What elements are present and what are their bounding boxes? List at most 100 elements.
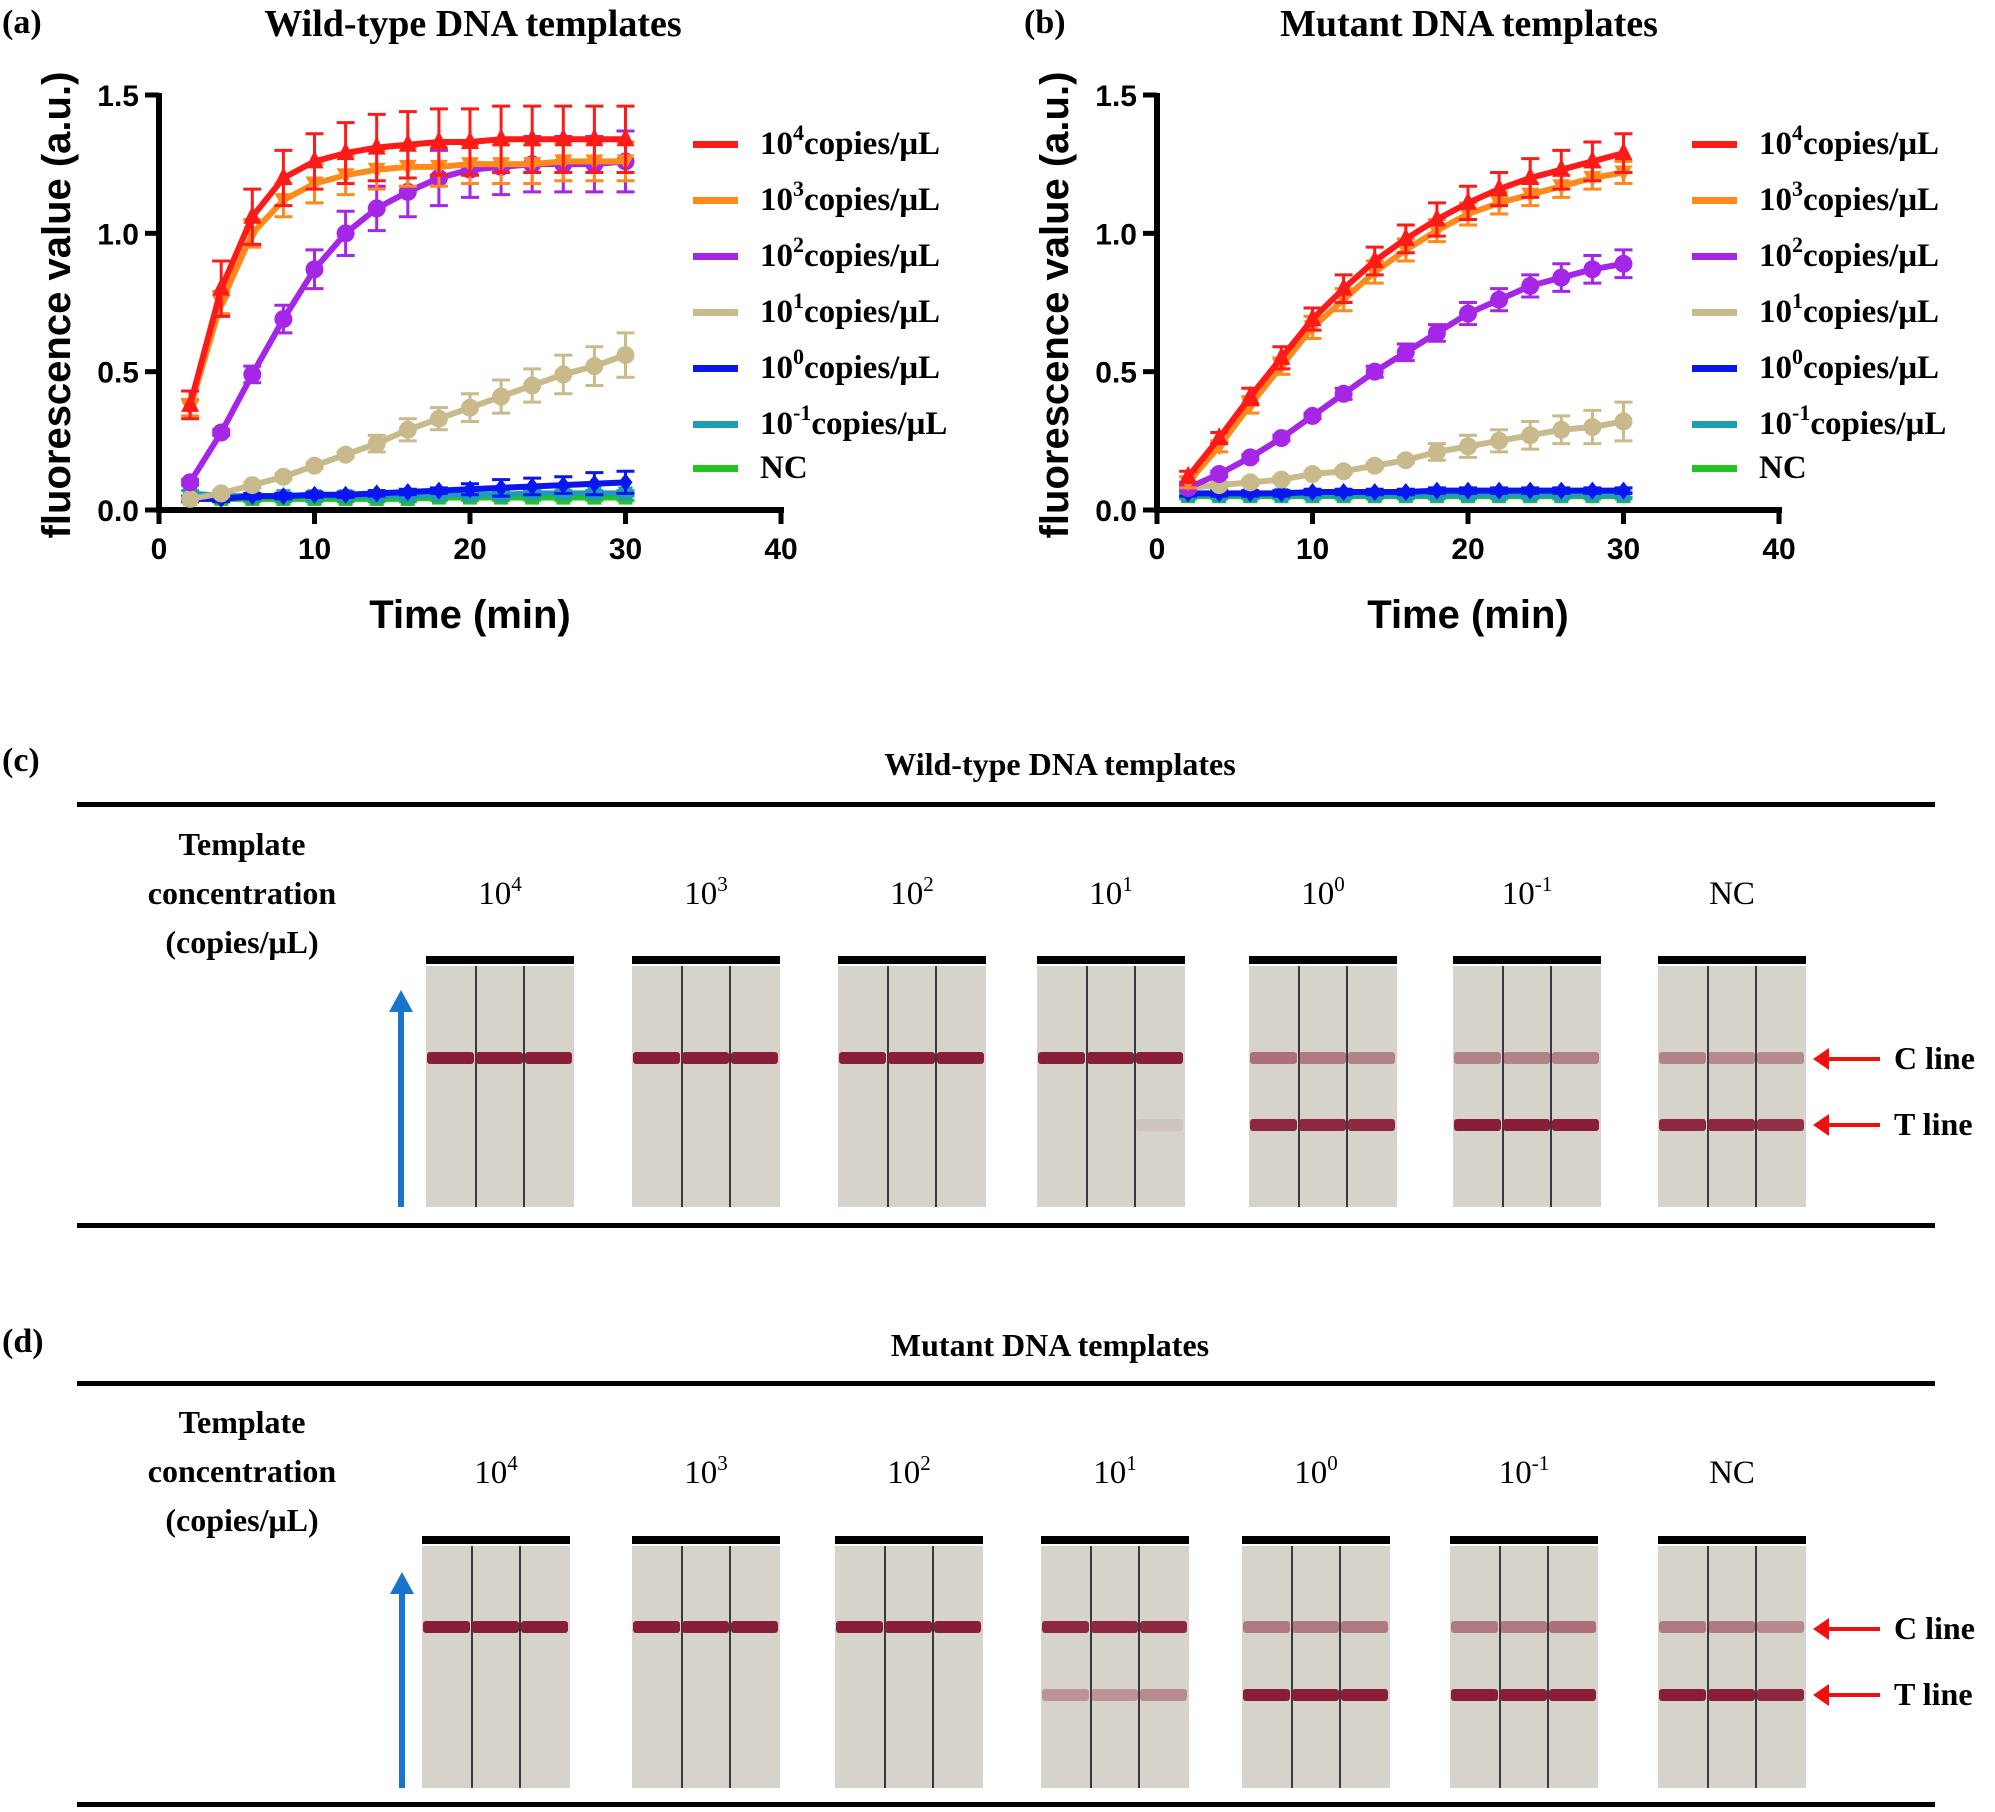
legend-swatch: [693, 308, 738, 316]
c-line-band: [472, 1621, 519, 1633]
c-line-band: [1348, 1052, 1395, 1064]
t-line-band: [1757, 1689, 1804, 1701]
data-point: [554, 128, 573, 147]
data-point: [305, 150, 324, 169]
data-point: [1554, 481, 1569, 500]
data-point: [1583, 418, 1602, 436]
data-point: [1365, 250, 1384, 268]
strip-header-bar: [1658, 956, 1806, 964]
data-point: [1427, 442, 1446, 461]
data-point: [523, 376, 542, 395]
c-line-band: [1503, 1052, 1550, 1064]
data-point: [1334, 462, 1353, 481]
panel-label-c: (c): [2, 742, 40, 779]
strip-header-bar: [422, 1536, 570, 1544]
strip-header-bar: [835, 1536, 983, 1544]
data-point: [1523, 481, 1538, 500]
strip-divider: [1707, 966, 1709, 1207]
c-line-band: [1454, 1052, 1501, 1064]
data-point: [181, 393, 200, 412]
data-point: [276, 487, 291, 506]
legend-item: 102copies/μL: [693, 231, 941, 276]
data-point: [1210, 465, 1229, 484]
strip-divider: [729, 966, 731, 1207]
legend-swatch: [693, 140, 738, 148]
strip-divider: [1707, 1546, 1709, 1788]
t-line-annotation: T line: [1813, 1106, 1973, 1143]
t-line-band: [1299, 1119, 1346, 1131]
t-line-band: [1136, 1119, 1183, 1131]
data-point: [1490, 290, 1509, 309]
legend-label: 104copies/μL: [1759, 119, 1940, 162]
t-line-band: [1348, 1119, 1395, 1131]
legend-item: 101copies/μL: [1692, 289, 1939, 332]
t-line-band: [1091, 1689, 1138, 1701]
data-point: [1552, 268, 1571, 287]
data-point: [1367, 483, 1382, 502]
data-point: [1396, 343, 1415, 362]
legend-swatch: [693, 364, 738, 372]
data-point: [398, 420, 417, 439]
test-strip-group: [632, 956, 780, 1207]
series-4: [181, 469, 635, 508]
flow-direction-arrow-icon: [390, 1572, 414, 1788]
data-point: [1521, 426, 1540, 445]
strip-header-bar: [632, 1536, 780, 1544]
t-line-band: [1659, 1689, 1706, 1701]
c-line-band: [1341, 1621, 1388, 1633]
strip-divider: [1291, 1546, 1293, 1788]
y-tick-label: 1.0: [1095, 218, 1137, 251]
divider-bottom-c: [77, 1223, 1935, 1228]
data-point: [1365, 362, 1384, 381]
c-line-band: [633, 1621, 680, 1633]
data-point: [243, 365, 262, 384]
legend-item: 103copies/μL: [693, 175, 941, 220]
strip-header-bar: [426, 956, 574, 964]
c-line-label: C line: [1894, 1040, 1975, 1076]
c-line-band: [1757, 1621, 1804, 1633]
c-line-band: [1549, 1621, 1596, 1633]
test-strip-group: [1658, 1536, 1806, 1788]
c-line-band: [476, 1052, 523, 1064]
strip-divider: [1086, 966, 1088, 1207]
strip-divider: [1346, 966, 1348, 1207]
c-line-band: [1299, 1052, 1346, 1064]
data-point: [1274, 484, 1289, 503]
test-strip-group: [1249, 956, 1397, 1207]
chart-title-b: Mutant DNA templates: [1280, 3, 1658, 45]
c-line-band: [1140, 1621, 1187, 1633]
data-point: [1461, 481, 1475, 500]
c-line-band: [633, 1052, 680, 1064]
series-3: [1179, 400, 1633, 497]
c-line-band: [1659, 1621, 1706, 1633]
data-point: [1552, 420, 1571, 439]
legend-item: 102copies/μL: [1692, 233, 1939, 276]
legend-label: NC: [760, 449, 808, 486]
strip-header-bar: [1453, 956, 1601, 964]
red-arrow-icon: [1813, 1113, 1880, 1136]
data-point: [1272, 429, 1291, 448]
data-point: [243, 205, 262, 224]
c-line-band: [1500, 1621, 1547, 1633]
data-point: [556, 476, 571, 495]
legend-item: NC: [693, 448, 808, 488]
c-line-band: [934, 1621, 981, 1633]
test-strip-group: [1658, 956, 1806, 1207]
label-line: (copies/μL): [165, 1502, 319, 1538]
concentration-label: 101: [1093, 1451, 1137, 1492]
c-line-band: [1659, 1052, 1706, 1064]
strip-divider: [1755, 966, 1757, 1207]
test-strip-group: [838, 956, 986, 1207]
t-line-band: [1549, 1689, 1596, 1701]
data-point: [367, 136, 386, 155]
strip-divider: [884, 1546, 886, 1788]
legend-item: NC: [1692, 448, 1807, 488]
t-line-band: [1341, 1689, 1388, 1701]
data-point: [274, 467, 293, 486]
data-point: [1614, 412, 1633, 431]
t-line-band: [1708, 1689, 1755, 1701]
x-tick-label: 10: [298, 533, 331, 566]
legend-label: 103copies/μL: [760, 175, 941, 218]
legend-label: 102copies/μL: [760, 231, 941, 274]
data-point: [431, 481, 446, 500]
